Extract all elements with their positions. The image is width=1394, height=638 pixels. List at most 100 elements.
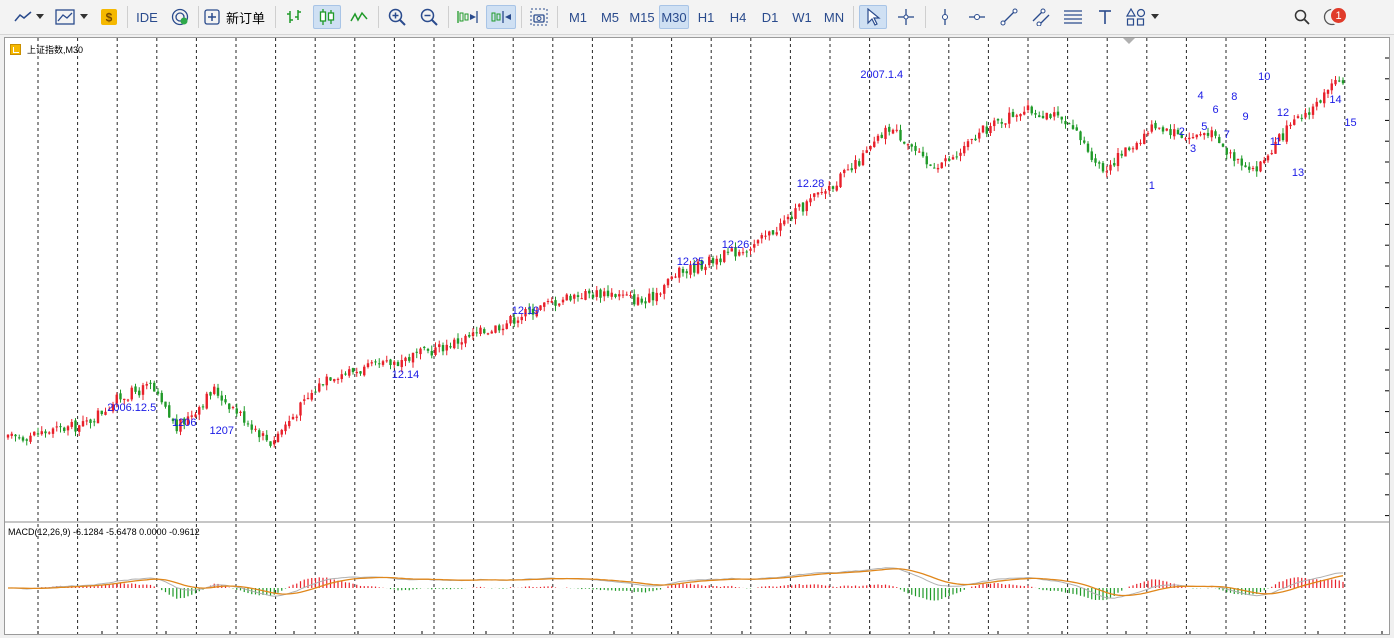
candle-body: [254, 428, 257, 430]
crosshair-icon[interactable]: [893, 5, 919, 29]
candle-body: [801, 202, 805, 212]
timeframe-m1-button[interactable]: M1: [568, 9, 588, 25]
candle-body: [726, 251, 730, 253]
candle-body: [119, 393, 122, 400]
candle-body: [25, 439, 28, 441]
candle-body: [1289, 124, 1292, 127]
price-chart[interactable]: 2006.12.5 1206 1207 12.14 12.19 12.25 12.26 12.…: [5, 38, 1389, 634]
candle-body: [288, 420, 291, 427]
signals-icon[interactable]: [168, 5, 192, 29]
fibonacci-icon[interactable]: [1060, 5, 1086, 29]
timeframe-m5-button[interactable]: M5: [600, 9, 620, 25]
line-chart-icon[interactable]: [10, 5, 36, 29]
candle-body: [1060, 116, 1063, 120]
candle-body: [790, 216, 793, 220]
candle-body: [250, 424, 253, 430]
search-icon[interactable]: [1290, 5, 1314, 29]
candle-body: [779, 223, 782, 231]
dropdown-arrow-icon[interactable]: [34, 5, 46, 29]
zoom-in-icon[interactable]: [384, 5, 410, 29]
line-icon[interactable]: [346, 5, 372, 29]
new-order-button[interactable]: 新订单: [204, 5, 270, 29]
candle-body: [546, 301, 550, 303]
candle-body: [93, 421, 96, 423]
candle-body: [104, 411, 107, 415]
vertical-line-icon[interactable]: [932, 5, 958, 29]
candle-body: [1064, 121, 1067, 125]
ide-button[interactable]: IDE: [136, 9, 158, 25]
candle-body: [903, 141, 906, 144]
chart-area[interactable]: 2006.12.5 1206 1207 12.14 12.19 12.25 12.26 12.…: [4, 37, 1390, 635]
timeframe-m15-button[interactable]: M15: [629, 9, 655, 25]
candle-body: [1176, 129, 1180, 135]
candle-body: [303, 399, 306, 401]
zoom-out-icon[interactable]: [416, 5, 442, 29]
bar-chart-icon[interactable]: [281, 5, 307, 29]
candle-body: [858, 161, 861, 166]
candle-body: [21, 437, 25, 441]
candle-body: [786, 216, 790, 220]
candle-body: [258, 430, 261, 438]
candle-body: [1263, 160, 1266, 164]
screenshot-icon[interactable]: [526, 5, 552, 29]
candle-body: [809, 198, 812, 203]
candle-body: [1259, 161, 1262, 172]
timeframe-h4-button[interactable]: H4: [729, 9, 747, 25]
timeframe-m30-button[interactable]: M30: [659, 5, 689, 29]
candle-body: [760, 235, 763, 239]
candle-body: [1094, 158, 1097, 163]
timeframe-mn-button[interactable]: MN: [823, 9, 845, 25]
candle-body: [996, 119, 1000, 121]
candle-body: [1158, 127, 1161, 129]
chart-shift-icon[interactable]: [453, 5, 481, 29]
shapes-icon[interactable]: [1124, 5, 1148, 29]
candle-body: [449, 346, 452, 348]
candle-body: [614, 294, 617, 297]
candle-body: [59, 426, 62, 428]
candle-body: [756, 240, 760, 244]
market-dollar-icon[interactable]: $: [97, 5, 121, 29]
candle-body: [273, 440, 276, 445]
autoscroll-icon[interactable]: [486, 5, 516, 29]
horizontal-line-icon[interactable]: [964, 5, 990, 29]
candle-body: [1079, 131, 1082, 141]
candle-body: [993, 120, 996, 127]
candle-body: [1090, 151, 1093, 160]
candle-body: [220, 395, 223, 401]
candle-body: [824, 191, 827, 194]
candle-body: [183, 418, 186, 425]
timeframe-h1-button[interactable]: H1: [697, 9, 715, 25]
dropdown-arrow-icon[interactable]: [1148, 5, 1162, 29]
candle-body: [1120, 153, 1123, 156]
candle-body: [490, 331, 493, 334]
candle-body: [1083, 140, 1086, 143]
candle-body: [145, 384, 148, 386]
candle-body: [40, 431, 43, 435]
candlestick-icon[interactable]: [313, 5, 341, 29]
candle-body: [1221, 143, 1225, 147]
candle-body: [498, 325, 501, 331]
trendline-icon[interactable]: [996, 5, 1022, 29]
candle-body: [1206, 132, 1210, 136]
candle-body: [33, 431, 36, 436]
candle-body: [164, 401, 167, 407]
indicators-icon[interactable]: [52, 5, 78, 29]
cursor-icon[interactable]: [859, 5, 887, 29]
candle-body: [1188, 137, 1191, 140]
chart-annotation: 12.26: [722, 239, 750, 251]
candle-body: [216, 387, 220, 396]
candle-body: [749, 249, 752, 251]
candle-body: [400, 360, 403, 368]
candle-body: [280, 429, 283, 435]
candle-body: [171, 418, 175, 422]
dropdown-arrow-icon[interactable]: [78, 5, 90, 29]
text-icon[interactable]: [1092, 5, 1118, 29]
timeframe-d1-button[interactable]: D1: [761, 9, 779, 25]
candle-body: [678, 267, 681, 278]
channel-icon[interactable]: [1028, 5, 1054, 29]
candle-body: [430, 351, 433, 356]
timeframe-w1-button[interactable]: W1: [792, 9, 812, 25]
chart-shift-marker: [1123, 38, 1135, 44]
candle-body: [685, 271, 688, 274]
candle-body: [708, 256, 711, 266]
